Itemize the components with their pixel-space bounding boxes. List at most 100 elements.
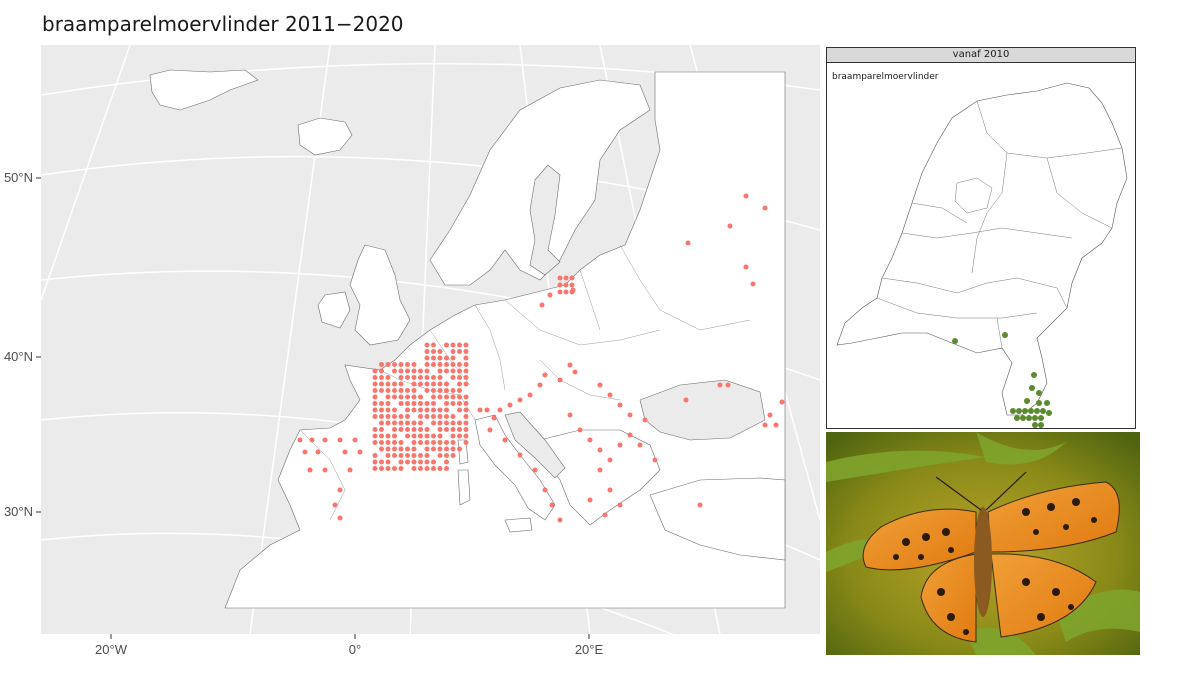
observation-point <box>437 388 443 393</box>
observation-point <box>424 349 430 354</box>
observation-point <box>557 289 563 295</box>
observation-point <box>444 453 449 458</box>
observation-point <box>444 440 449 445</box>
observation-point <box>411 407 417 413</box>
observation-point <box>450 368 456 374</box>
observation-point <box>597 382 603 388</box>
observation-point <box>457 420 462 426</box>
observation-point <box>450 388 456 393</box>
observation-point <box>463 440 469 445</box>
observation-point <box>697 502 703 508</box>
observation-point <box>372 375 378 380</box>
observation-point <box>379 414 384 419</box>
observation-point <box>337 515 343 521</box>
observation-point <box>431 407 436 413</box>
butterfly-photo <box>826 432 1140 655</box>
observation-point <box>392 394 397 400</box>
observation-point <box>385 446 391 452</box>
observation-point <box>743 193 749 199</box>
observation-point <box>385 375 391 380</box>
nl-observation-point <box>1040 408 1046 414</box>
observation-point <box>602 512 608 518</box>
observation-point <box>379 446 384 452</box>
observation-point <box>424 440 430 445</box>
observation-point <box>450 420 456 426</box>
observation-point <box>405 453 410 458</box>
observation-point <box>411 381 417 387</box>
observation-point <box>437 420 443 426</box>
observation-point <box>457 388 462 393</box>
nl-observation-point <box>1032 415 1038 421</box>
observation-point <box>379 427 384 432</box>
observation-point <box>431 394 436 400</box>
observation-point <box>444 466 449 471</box>
observation-point <box>617 442 623 448</box>
observation-point <box>570 287 576 293</box>
observation-point <box>372 388 378 393</box>
observation-point <box>392 368 397 374</box>
observation-point <box>437 414 443 419</box>
observation-point <box>431 446 436 452</box>
observation-point <box>563 282 569 288</box>
sicily <box>504 517 533 533</box>
observation-point <box>431 440 436 445</box>
observation-point <box>463 381 469 387</box>
observation-point <box>444 355 449 361</box>
observation-point <box>437 446 443 452</box>
observation-point <box>385 401 391 406</box>
balkans <box>539 429 661 526</box>
observation-point <box>607 487 613 493</box>
observation-point <box>392 446 397 452</box>
observation-point <box>385 407 391 413</box>
observation-point <box>405 368 410 374</box>
observation-point <box>418 375 423 380</box>
observation-point <box>450 362 456 367</box>
left-hindwing <box>920 553 977 643</box>
baltic-sea <box>529 164 561 276</box>
observation-point <box>563 275 569 281</box>
observation-point <box>398 394 404 400</box>
observation-point <box>437 394 443 400</box>
observation-point <box>392 466 397 471</box>
observation-point <box>437 368 443 374</box>
observation-point <box>418 440 423 445</box>
observation-point <box>463 349 469 354</box>
observation-point <box>411 466 417 471</box>
observation-point <box>569 282 575 288</box>
sardinia <box>457 469 471 506</box>
right-forewing <box>987 481 1120 553</box>
observation-point <box>437 349 443 354</box>
nl-observation-point <box>952 338 958 344</box>
observation-point <box>379 375 384 380</box>
observation-point <box>418 407 423 413</box>
province-borders <box>876 100 1123 349</box>
inset-strip-label: vanaf 2010 <box>827 48 1135 63</box>
observation-point <box>379 381 384 387</box>
observation-point <box>411 459 417 465</box>
observation-point <box>444 407 449 413</box>
observation-point <box>309 437 315 443</box>
observation-point <box>385 381 391 387</box>
observation-point <box>463 342 469 348</box>
observation-point <box>302 449 308 455</box>
observation-point <box>431 414 436 419</box>
nl-observation-point <box>1036 400 1042 406</box>
x-axis: 20°W 0° 20°E <box>95 634 603 657</box>
observation-point <box>424 453 430 458</box>
observation-point <box>532 467 538 473</box>
netherlands-observation-points <box>952 332 1052 428</box>
observation-point <box>767 412 773 418</box>
observation-point <box>444 381 449 387</box>
observation-point <box>379 459 384 465</box>
observation-point <box>385 388 391 393</box>
observation-point <box>424 414 430 419</box>
observation-point <box>463 375 469 380</box>
observation-point <box>431 388 436 393</box>
observation-point <box>542 372 548 378</box>
observation-point <box>405 446 410 452</box>
black-sea <box>639 379 766 441</box>
observation-point <box>457 446 462 452</box>
right-hindwing <box>990 553 1097 638</box>
observation-point <box>597 447 603 453</box>
observation-point <box>398 368 404 374</box>
